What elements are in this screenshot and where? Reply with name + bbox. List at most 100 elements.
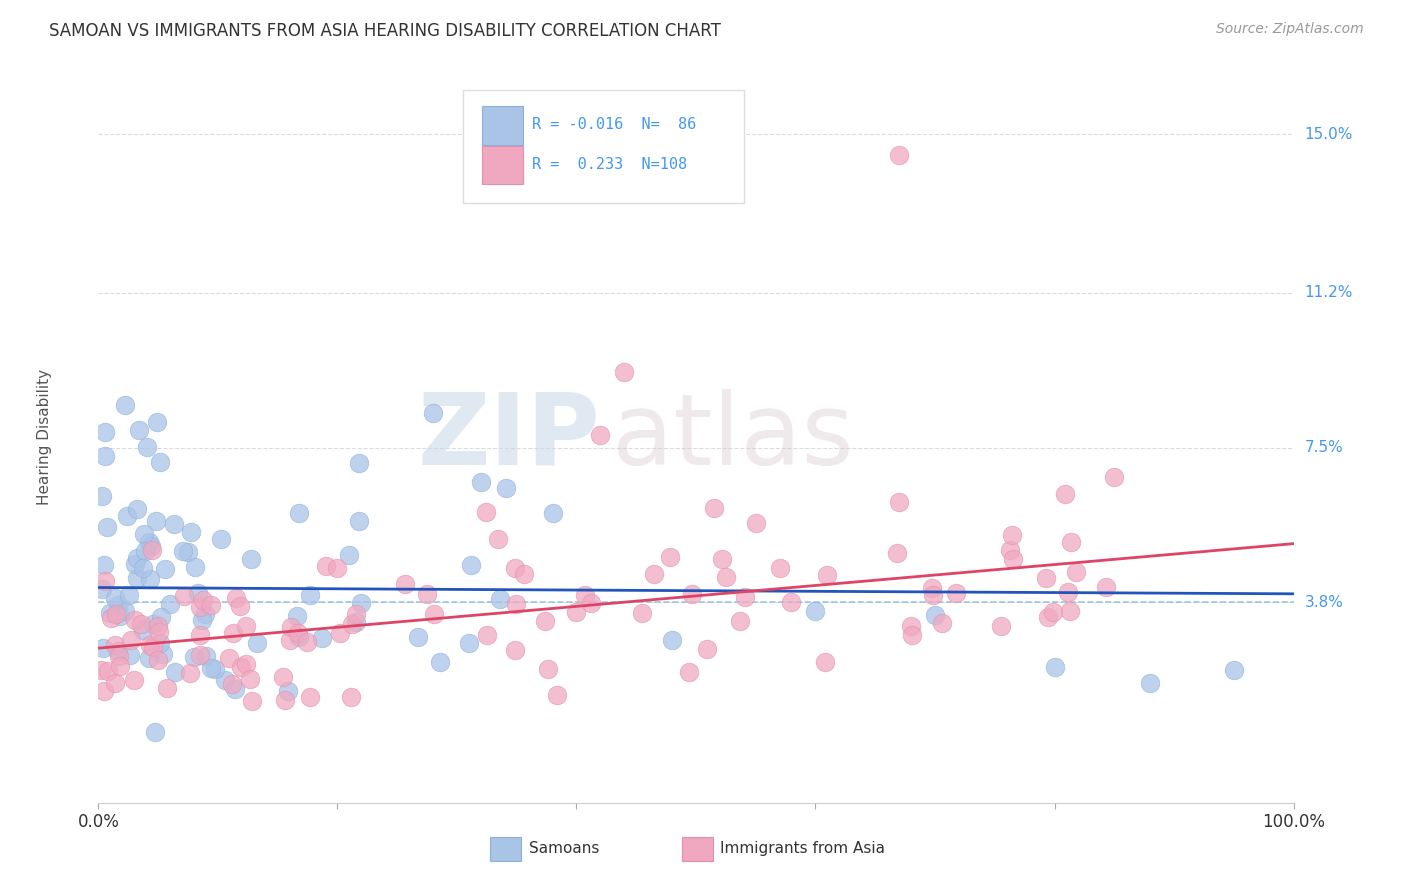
Point: [769, 560, 792, 574]
Point: [97, 664, 120, 678]
Point: [661, 633, 683, 648]
Point: [814, 655, 837, 669]
Point: [124, 613, 146, 627]
Point: [134, 544, 156, 558]
Point: [222, 625, 245, 640]
Point: [118, 648, 141, 663]
Point: [139, 573, 162, 587]
Point: [96, 520, 118, 534]
Point: [239, 551, 262, 566]
Point: [149, 636, 172, 650]
Point: [209, 532, 232, 546]
Point: [678, 665, 700, 679]
Point: [93, 425, 115, 439]
Point: [221, 677, 243, 691]
Point: [142, 616, 165, 631]
Point: [145, 416, 167, 430]
Point: [1000, 543, 1022, 558]
Point: [921, 581, 943, 595]
Point: [696, 641, 718, 656]
Point: [200, 598, 222, 612]
Point: [631, 606, 654, 620]
Point: [714, 570, 737, 584]
Point: [118, 588, 141, 602]
Point: [127, 571, 149, 585]
Text: R = -0.016  N=  86: R = -0.016 N= 86: [533, 117, 696, 131]
Point: [337, 548, 360, 562]
Point: [460, 558, 482, 573]
Point: [194, 607, 217, 622]
Text: Source: ZipAtlas.com: Source: ZipAtlas.com: [1216, 22, 1364, 37]
Point: [945, 585, 967, 599]
Point: [901, 628, 924, 642]
Point: [886, 546, 908, 560]
Point: [188, 648, 211, 663]
Text: 15.0%: 15.0%: [1305, 127, 1353, 142]
Point: [104, 591, 127, 605]
Point: [475, 628, 498, 642]
Point: [340, 617, 363, 632]
Point: [124, 558, 146, 572]
Point: [125, 502, 148, 516]
Point: [188, 627, 211, 641]
Point: [107, 644, 129, 658]
Point: [273, 670, 295, 684]
Point: [191, 614, 214, 628]
FancyBboxPatch shape: [463, 90, 744, 203]
Point: [128, 423, 150, 437]
Point: [416, 587, 439, 601]
Point: [172, 544, 194, 558]
Point: [240, 693, 263, 707]
Point: [394, 577, 416, 591]
Point: [711, 552, 734, 566]
Point: [804, 604, 827, 618]
Point: [579, 595, 602, 609]
Text: R =  0.233  N=108: R = 0.233 N=108: [533, 158, 688, 172]
Point: [180, 524, 202, 539]
Point: [329, 625, 352, 640]
Point: [214, 673, 236, 688]
Point: [347, 514, 370, 528]
Text: Hearing Disability: Hearing Disability: [37, 369, 52, 505]
Text: 7.5%: 7.5%: [1305, 440, 1343, 455]
Point: [141, 542, 163, 557]
Point: [110, 658, 132, 673]
Point: [138, 535, 160, 549]
Point: [146, 653, 169, 667]
Point: [107, 598, 129, 612]
Point: [100, 606, 122, 620]
Point: [299, 588, 322, 602]
Text: Samoans: Samoans: [529, 841, 599, 856]
Point: [326, 561, 349, 575]
Point: [93, 684, 115, 698]
Point: [534, 614, 557, 628]
Point: [110, 608, 132, 623]
Point: [152, 647, 174, 661]
Point: [546, 688, 568, 702]
Point: [246, 635, 269, 649]
Point: [193, 592, 215, 607]
Point: [108, 648, 131, 663]
Point: [224, 682, 246, 697]
Text: SAMOAN VS IMMIGRANTS FROM ASIA HEARING DISABILITY CORRELATION CHART: SAMOAN VS IMMIGRANTS FROM ASIA HEARING D…: [49, 22, 721, 40]
Point: [990, 619, 1012, 633]
Point: [889, 148, 911, 162]
Point: [104, 675, 127, 690]
Point: [1064, 566, 1087, 580]
Point: [229, 599, 252, 613]
Point: [815, 568, 838, 582]
Point: [235, 618, 257, 632]
Point: [135, 440, 157, 454]
Point: [503, 642, 526, 657]
Point: [187, 586, 209, 600]
Point: [173, 589, 195, 603]
Point: [183, 650, 205, 665]
Point: [274, 693, 297, 707]
Point: [218, 650, 240, 665]
Point: [100, 611, 122, 625]
Point: [613, 365, 636, 379]
Text: ZIP: ZIP: [418, 389, 600, 485]
Point: [285, 609, 308, 624]
Point: [156, 681, 179, 695]
Point: [1223, 664, 1246, 678]
